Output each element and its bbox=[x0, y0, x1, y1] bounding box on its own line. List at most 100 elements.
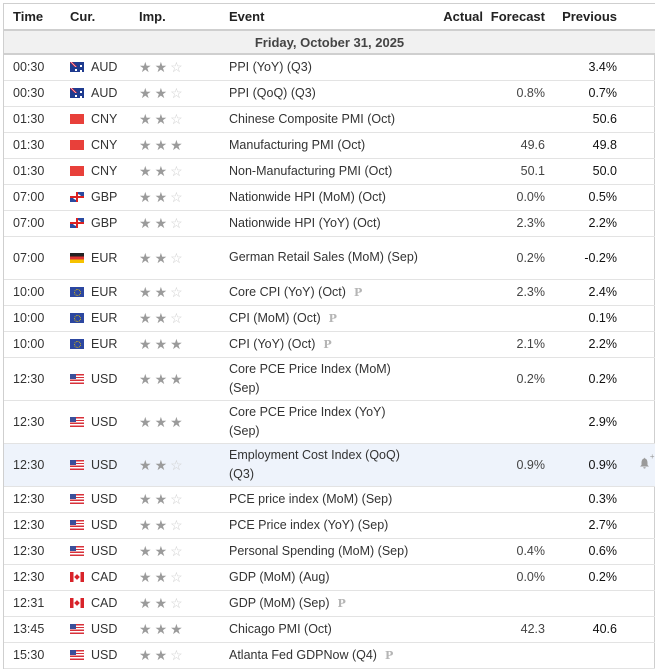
event-row[interactable]: 12:30 USD ★ ★ ★ Core PCE Price Index (YoY)… bbox=[4, 400, 655, 444]
preliminary-release-icon[interactable]: P bbox=[328, 311, 337, 325]
star-empty-icon: ☆ bbox=[170, 189, 183, 205]
event-currency: EUR bbox=[70, 279, 139, 306]
event-row[interactable]: 10:00 EUR ★ ★ ★ CPI (YoY) (Oct) P 2.1% 2.2… bbox=[4, 331, 655, 358]
event-row[interactable]: 01:30 CNY ★ ★ ☆ Non-Manufacturing PMI (Oct… bbox=[4, 158, 655, 185]
event-name-link[interactable]: CPI (YoY) (Oct) bbox=[229, 336, 316, 351]
star-filled-icon: ★ bbox=[139, 59, 152, 76]
event-name-link[interactable]: Non-Manufacturing PMI (Oct) bbox=[229, 163, 393, 178]
event-name-link[interactable]: Manufacturing PMI (Oct) bbox=[229, 137, 366, 152]
event-name-link[interactable]: PPI (QoQ) (Q3) bbox=[229, 85, 316, 100]
importance-stars: ★ ★ ☆ bbox=[139, 285, 229, 299]
currency-code: EUR bbox=[91, 250, 118, 265]
event-row[interactable]: 15:30 USD ★ ★ ☆ Atlanta Fed GDPNow (Q4) P bbox=[4, 642, 655, 669]
event-actual bbox=[419, 331, 483, 358]
star-filled-icon: ★ bbox=[154, 215, 168, 231]
importance-stars: ★ ★ ☆ bbox=[139, 112, 229, 126]
event-name-link[interactable]: Chicago PMI (Oct) bbox=[229, 621, 332, 636]
event-forecast: 0.0% bbox=[483, 564, 549, 591]
event-row[interactable]: 10:00 EUR ★ ★ ☆ CPI (MoM) (Oct) P 0.1% bbox=[4, 305, 655, 332]
event-name-cell: Core PCE Price Index (MoM) (Sep) bbox=[229, 357, 419, 401]
importance-stars: ★ ★ ☆ bbox=[139, 190, 229, 204]
event-row[interactable]: 12:30 CAD ★ ★ ☆ GDP (MoM) (Aug) 0.0% 0.2% bbox=[4, 564, 655, 591]
event-actual bbox=[419, 642, 483, 669]
event-row[interactable]: 00:30 AUD ★ ★ ☆ PPI (YoY) (Q3) 3.4% bbox=[4, 54, 655, 81]
event-row[interactable]: 10:00 EUR ★ ★ ☆ Core CPI (YoY) (Oct) P 2.3… bbox=[4, 279, 655, 306]
event-name-link[interactable]: Chinese Composite PMI (Oct) bbox=[229, 111, 396, 126]
event-name-link[interactable]: CPI (MoM) (Oct) bbox=[229, 310, 321, 325]
star-filled-icon: ★ bbox=[154, 59, 168, 76]
event-name-link[interactable]: German Retail Sales (MoM) (Sep) bbox=[229, 250, 418, 264]
event-alert-cell bbox=[633, 184, 655, 211]
event-importance: ★ ★ ☆ bbox=[139, 210, 229, 237]
event-actual bbox=[419, 210, 483, 237]
event-row[interactable]: 12:30 USD ★ ★ ☆ PCE Price index (YoY) (Sep… bbox=[4, 512, 655, 539]
preliminary-release-icon[interactable]: P bbox=[337, 596, 346, 610]
event-importance: ★ ★ ☆ bbox=[139, 236, 229, 280]
event-row[interactable]: 12:31 CAD ★ ★ ☆ GDP (MoM) (Sep) P bbox=[4, 590, 655, 617]
event-row[interactable]: 12:30 USD ★ ★ ☆ Personal Spending (MoM) (S… bbox=[4, 538, 655, 565]
star-empty-icon: ☆ bbox=[170, 215, 183, 231]
event-row[interactable]: 12:30 USD ★ ★ ★ Core PCE Price Index (MoM)… bbox=[4, 357, 655, 401]
importance-stars: ★ ★ ☆ bbox=[139, 60, 229, 74]
event-importance: ★ ★ ★ bbox=[139, 331, 229, 358]
event-forecast: 0.8% bbox=[483, 80, 549, 107]
event-alert-cell bbox=[633, 80, 655, 107]
event-name-cell: Personal Spending (MoM) (Sep) bbox=[229, 538, 419, 565]
event-name-link[interactable]: Core PCE Price Index (YoY) (Sep) bbox=[229, 404, 386, 438]
event-forecast: 2.3% bbox=[483, 210, 549, 237]
event-time: 10:00 bbox=[4, 331, 70, 358]
event-time: 00:30 bbox=[4, 54, 70, 81]
event-row[interactable]: 01:30 CNY ★ ★ ☆ Chinese Composite PMI (Oct… bbox=[4, 106, 655, 133]
event-name-link[interactable]: Personal Spending (MoM) (Sep) bbox=[229, 543, 409, 558]
col-header-importance[interactable]: Imp. bbox=[139, 4, 229, 31]
event-row[interactable]: 01:30 CNY ★ ★ ★ Manufacturing PMI (Oct) 49… bbox=[4, 132, 655, 159]
preliminary-release-icon[interactable]: P bbox=[323, 337, 332, 351]
event-name-link[interactable]: Nationwide HPI (MoM) (Oct) bbox=[229, 189, 386, 204]
star-filled-icon: ★ bbox=[170, 621, 183, 637]
event-row[interactable]: 07:00 EUR ★ ★ ☆ German Retail Sales (MoM) … bbox=[4, 236, 655, 280]
event-alert-cell bbox=[633, 400, 655, 444]
event-row[interactable]: 12:30 USD ★ ★ ☆ PCE price index (MoM) (Sep… bbox=[4, 486, 655, 513]
event-name-link[interactable]: Employment Cost Index (QoQ) (Q3) bbox=[229, 447, 400, 481]
event-previous: 0.7% bbox=[549, 80, 633, 107]
event-row[interactable]: 07:00 GBP ★ ★ ☆ Nationwide HPI (YoY) (Oct)… bbox=[4, 210, 655, 237]
event-row[interactable]: 07:00 GBP ★ ★ ☆ Nationwide HPI (MoM) (Oct)… bbox=[4, 184, 655, 211]
flag-usd-icon bbox=[70, 459, 84, 470]
col-header-previous[interactable]: Previous bbox=[549, 4, 633, 31]
event-row[interactable]: 00:30 AUD ★ ★ ☆ PPI (QoQ) (Q3) 0.8% 0.7% bbox=[4, 80, 655, 107]
event-row[interactable]: 13:45 USD ★ ★ ★ Chicago PMI (Oct) 42.3 40.… bbox=[4, 616, 655, 643]
col-header-time[interactable]: Time bbox=[4, 4, 70, 31]
event-time: 01:30 bbox=[4, 106, 70, 133]
col-header-currency[interactable]: Cur. bbox=[70, 4, 139, 31]
col-header-forecast[interactable]: Forecast bbox=[483, 4, 549, 31]
star-filled-icon: ★ bbox=[139, 249, 152, 266]
event-forecast: 0.4% bbox=[483, 538, 549, 565]
event-row[interactable]: 12:30 USD ★ ★ ☆ Employment Cost Index (QoQ… bbox=[4, 443, 655, 487]
star-filled-icon: ★ bbox=[154, 111, 168, 127]
event-time: 12:30 bbox=[4, 512, 70, 539]
event-name-link[interactable]: PPI (YoY) (Q3) bbox=[229, 59, 312, 74]
event-forecast: 0.2% bbox=[483, 357, 549, 401]
calendar-table: Time Cur. Imp. Event Actual Forecast Pre… bbox=[4, 4, 655, 669]
preliminary-release-icon[interactable]: P bbox=[353, 285, 363, 299]
event-name-cell: Manufacturing PMI (Oct) bbox=[229, 132, 419, 159]
col-header-actual[interactable]: Actual bbox=[419, 4, 483, 31]
preliminary-release-icon[interactable]: P bbox=[384, 648, 394, 662]
event-importance: ★ ★ ★ bbox=[139, 357, 229, 401]
event-name-link[interactable]: PCE Price index (YoY) (Sep) bbox=[229, 517, 389, 532]
event-time: 12:30 bbox=[4, 357, 70, 401]
event-name-link[interactable]: GDP (MoM) (Aug) bbox=[229, 569, 330, 584]
event-actual bbox=[419, 512, 483, 539]
event-name-link[interactable]: Nationwide HPI (YoY) (Oct) bbox=[229, 215, 381, 230]
currency-code: AUD bbox=[91, 60, 118, 75]
event-name-link[interactable]: Atlanta Fed GDPNow (Q4) bbox=[229, 647, 377, 662]
col-header-event[interactable]: Event bbox=[229, 4, 419, 31]
event-name-link[interactable]: GDP (MoM) (Sep) bbox=[229, 595, 330, 610]
add-alert-bell-icon[interactable]: + bbox=[639, 452, 655, 472]
event-name-link[interactable]: Core CPI (YoY) (Oct) bbox=[229, 284, 346, 299]
currency-code: CAD bbox=[91, 570, 118, 584]
event-name-cell: PPI (QoQ) (Q3) bbox=[229, 80, 419, 107]
event-name-link[interactable]: Core PCE Price Index (MoM) (Sep) bbox=[229, 361, 391, 395]
star-filled-icon: ★ bbox=[154, 456, 168, 473]
event-name-link[interactable]: PCE price index (MoM) (Sep) bbox=[229, 491, 393, 506]
